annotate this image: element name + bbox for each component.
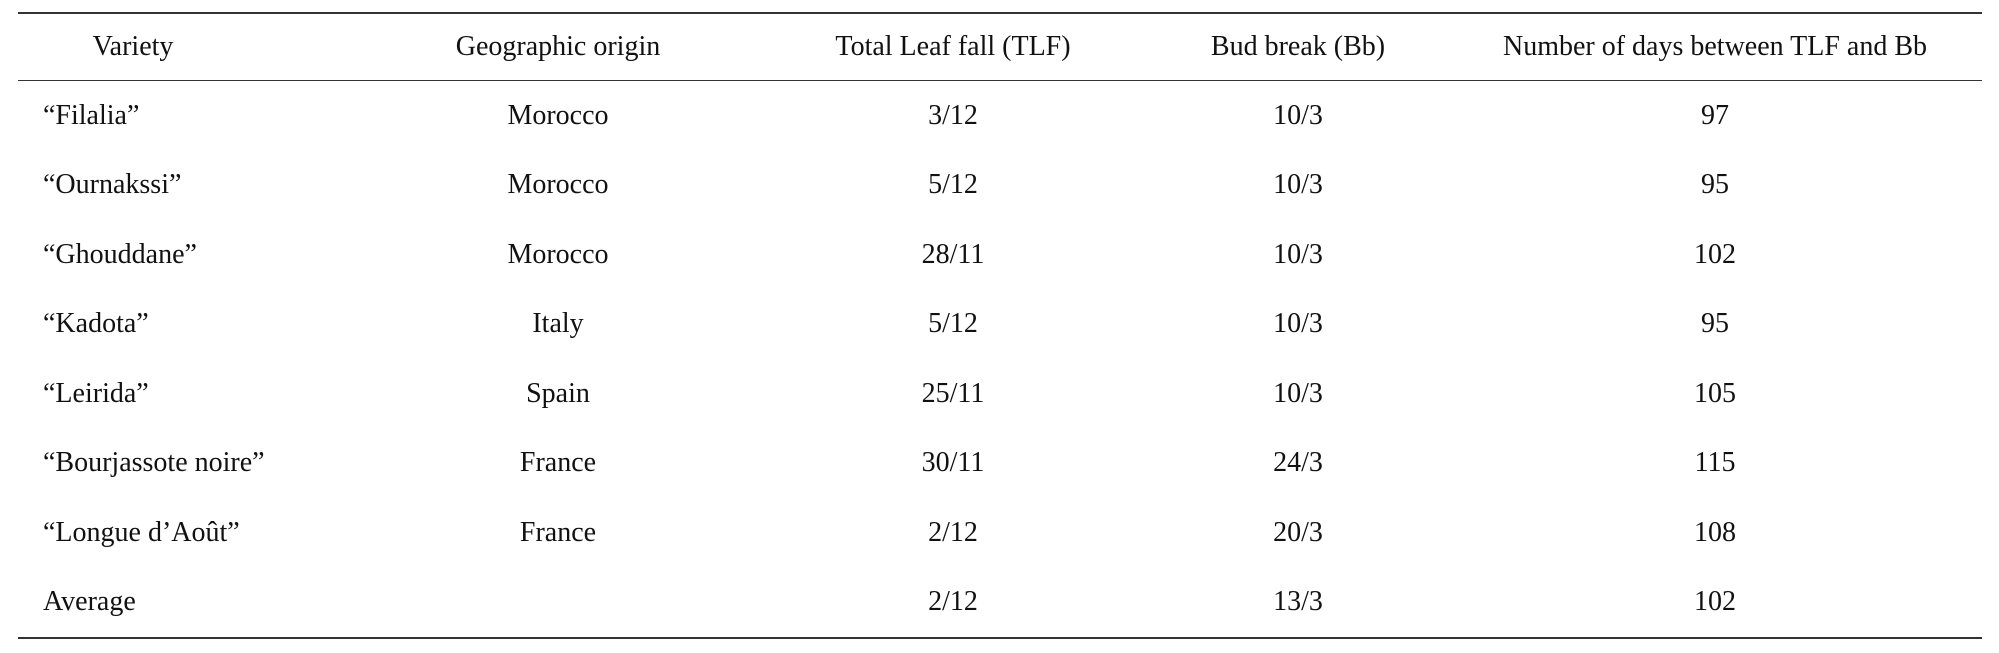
table-row: “Kadota” Italy 5/12 10/3 95 [18,290,1982,360]
data-table: Variety Geographic origin Total Leaf fal… [18,12,1982,639]
cell-days: 102 [1694,238,1736,270]
cell-tlf: 2/12 [928,586,978,618]
cell-origin: France [519,516,597,548]
cell-days: 115 [1694,447,1736,479]
cell-variety: Average [43,586,136,618]
cell-bb: 13/3 [1273,586,1323,618]
cell-bb: 20/3 [1273,516,1323,548]
cell-variety: “Ghouddane” [43,238,197,270]
top-rule [18,12,1982,14]
cell-bb: 24/3 [1273,447,1323,479]
cell-days: 97 [1701,99,1729,131]
table-row-average: Average 2/12 13/3 102 [18,568,1982,638]
header-tlf: Total Leaf fall (TLF) [835,31,1071,62]
bottom-rule [18,637,1982,639]
cell-days: 95 [1701,169,1729,201]
cell-bb: 10/3 [1273,169,1323,201]
table-row: “Ghouddane” Morocco 28/11 10/3 102 [18,220,1982,290]
table-row: “Filalia” Morocco 3/12 10/3 97 [18,81,1982,151]
cell-days: 105 [1694,377,1736,409]
cell-origin: Morocco [507,169,609,201]
cell-tlf: 2/12 [928,516,978,548]
cell-tlf: 5/12 [928,169,978,201]
cell-bb: 10/3 [1273,308,1323,340]
cell-days: 102 [1694,586,1736,618]
cell-origin: Morocco [507,99,609,131]
cell-origin: Italy [532,308,584,340]
cell-tlf: 30/11 [921,447,985,479]
cell-bb: 10/3 [1273,238,1323,270]
table-row: “Longue d’Août” France 2/12 20/3 108 [18,498,1982,568]
table-row: “Ournakssi” Morocco 5/12 10/3 95 [18,151,1982,221]
header-origin: Geographic origin [455,31,661,62]
cell-variety: “Bourjassote noire” [43,447,265,479]
cell-origin: Morocco [507,238,609,270]
header-rule [18,80,1982,81]
cell-tlf: 5/12 [928,308,978,340]
cell-bb: 10/3 [1273,377,1323,409]
header-bb: Bud break (Bb) [1210,31,1386,62]
header-days: Number of days between TLF and Bb [1502,31,1928,62]
cell-variety: “Kadota” [43,308,149,340]
cell-origin: France [519,447,597,479]
table-header-row: Variety Geographic origin Total Leaf fal… [18,14,1982,80]
cell-days: 95 [1701,308,1729,340]
cell-variety: “Ournakssi” [43,169,182,201]
cell-variety: “Leirida” [43,377,149,409]
cell-variety: “Filalia” [43,99,140,131]
table-row: “Leirida” Spain 25/11 10/3 105 [18,359,1982,429]
cell-tlf: 25/11 [921,377,985,409]
cell-tlf: 28/11 [921,238,985,270]
cell-bb: 10/3 [1273,99,1323,131]
cell-variety: “Longue d’Août” [43,516,240,548]
table-row: “Bourjassote noire” France 30/11 24/3 11… [18,429,1982,499]
header-variety: Variety [92,31,174,62]
cell-origin: Spain [526,377,590,409]
cell-tlf: 3/12 [928,99,978,131]
cell-days: 108 [1694,516,1736,548]
